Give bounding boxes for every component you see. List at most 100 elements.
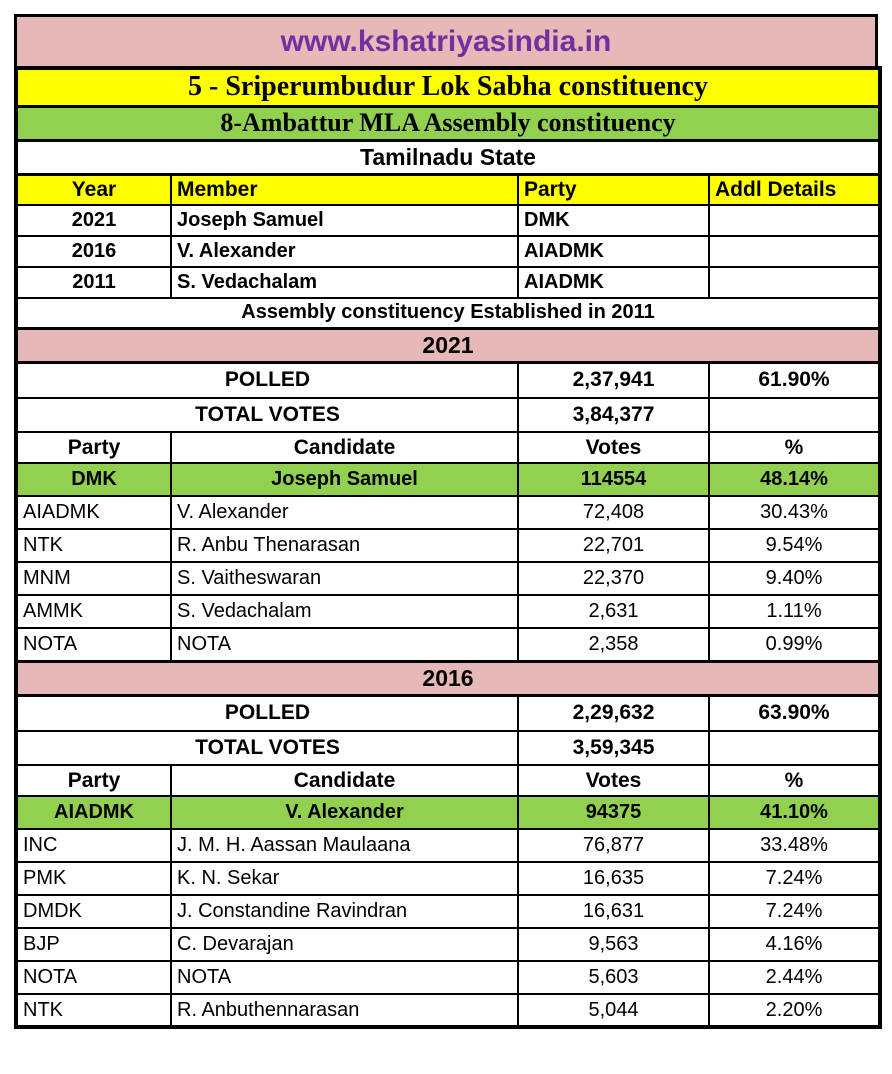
candidate-row: NOTA NOTA 2,358 0.99% — [15, 627, 881, 662]
party-cell: BJP — [15, 927, 172, 962]
votes-cell: 16,631 — [517, 894, 710, 929]
total-votes-row: TOTAL VOTES 3,84,377 — [15, 397, 881, 433]
election-year: 2016 — [15, 659, 881, 697]
votes-cell: 72,408 — [517, 495, 710, 530]
votes-cell: 5,044 — [517, 993, 710, 1028]
state-title: Tamilnadu State — [15, 139, 881, 176]
established-note: Assembly constituency Established in 201… — [15, 297, 881, 330]
candidate-row: DMDK J. Constandine Ravindran 16,631 7.2… — [15, 894, 881, 929]
election-year-row: 2021 — [15, 326, 881, 364]
header-votes: Votes — [517, 431, 710, 464]
lok-sabha-title: 5 - Sriperumbudur Lok Sabha constituency — [15, 67, 881, 108]
candidate-row: MNM S. Vaitheswaran 22,370 9.40% — [15, 561, 881, 596]
total-votes-row: TOTAL VOTES 3,59,345 — [15, 730, 881, 766]
election-year: 2021 — [15, 326, 881, 364]
party-cell: AMMK — [15, 594, 172, 629]
candidate-cell: K. N. Sekar — [170, 861, 519, 896]
party-cell: MNM — [15, 561, 172, 596]
party-cell: PMK — [15, 861, 172, 896]
candidate-cell: NOTA — [170, 960, 519, 995]
assembly-title-row: 8-Ambattur MLA Assembly constituency — [15, 105, 881, 142]
election-year-row: 2016 — [15, 659, 881, 697]
total-votes-value: 3,84,377 — [517, 397, 710, 433]
votes-cell: 94375 — [517, 795, 710, 830]
header-pct: % — [708, 764, 881, 797]
pct-cell: 2.44% — [708, 960, 881, 995]
candidate-cell: C. Devarajan — [170, 927, 519, 962]
votes-cell: 22,370 — [517, 561, 710, 596]
member-year-cell: 2021 — [15, 204, 172, 237]
party-cell: NOTA — [15, 960, 172, 995]
party-cell: DMK — [15, 462, 172, 497]
candidate-row: NTK R. Anbu Thenarasan 22,701 9.54% — [15, 528, 881, 563]
pct-cell: 48.14% — [708, 462, 881, 497]
members-header-party: Party — [517, 173, 710, 206]
votes-cell: 2,631 — [517, 594, 710, 629]
candidate-cell: Joseph Samuel — [170, 462, 519, 497]
assembly-title: 8-Ambattur MLA Assembly constituency — [15, 105, 881, 142]
votes-cell: 5,603 — [517, 960, 710, 995]
winner-row: DMK Joseph Samuel 114554 48.14% — [15, 462, 881, 497]
header-pct: % — [708, 431, 881, 464]
candidate-row: INC J. M. H. Aassan Maulaana 76,877 33.4… — [15, 828, 881, 863]
member-name-cell: S. Vedachalam — [170, 266, 519, 299]
votes-cell: 9,563 — [517, 927, 710, 962]
party-cell: NOTA — [15, 627, 172, 662]
member-name-cell: Joseph Samuel — [170, 204, 519, 237]
total-votes-pct-empty — [708, 397, 881, 433]
site-url: www.kshatriyasindia.in — [280, 24, 612, 58]
candidate-cell: R. Anbu Thenarasan — [170, 528, 519, 563]
member-row: 2021 Joseph Samuel DMK — [15, 204, 881, 237]
pct-cell: 4.16% — [708, 927, 881, 962]
page: www.kshatriyasindia.in 5 - Sriperumbudur… — [14, 14, 882, 1029]
candidate-row: NTK R. Anbuthennarasan 5,044 2.20% — [15, 993, 881, 1028]
candidate-cell: V. Alexander — [170, 795, 519, 830]
candidate-cell: R. Anbuthennarasan — [170, 993, 519, 1028]
polled-row: POLLED 2,37,941 61.90% — [15, 361, 881, 399]
votes-cell: 16,635 — [517, 861, 710, 896]
candidate-row: AIADMK V. Alexander 72,408 30.43% — [15, 495, 881, 530]
votes-cell: 76,877 — [517, 828, 710, 863]
header-votes: Votes — [517, 764, 710, 797]
member-year-cell: 2011 — [15, 266, 172, 299]
candidate-cell: S. Vaitheswaran — [170, 561, 519, 596]
polled-votes: 2,29,632 — [517, 694, 710, 732]
members-header-row: Year Member Party Addl Details — [15, 173, 881, 206]
polled-pct: 63.90% — [708, 694, 881, 732]
votes-cell: 2,358 — [517, 627, 710, 662]
polled-row: POLLED 2,29,632 63.90% — [15, 694, 881, 732]
header-party: Party — [15, 431, 172, 464]
member-addl-cell — [708, 235, 881, 268]
candidate-cell: V. Alexander — [170, 495, 519, 530]
members-header-addl: Addl Details — [708, 173, 881, 206]
header-candidate: Candidate — [170, 764, 519, 797]
pct-cell: 1.11% — [708, 594, 881, 629]
pct-cell: 0.99% — [708, 627, 881, 662]
polled-pct: 61.90% — [708, 361, 881, 399]
header-candidate: Candidate — [170, 431, 519, 464]
party-cell: AIADMK — [15, 495, 172, 530]
candidate-row: AMMK S. Vedachalam 2,631 1.11% — [15, 594, 881, 629]
candidate-cell: S. Vedachalam — [170, 594, 519, 629]
members-header-member: Member — [170, 173, 519, 206]
votes-cell: 22,701 — [517, 528, 710, 563]
total-votes-pct-empty — [708, 730, 881, 766]
candidate-cell: NOTA — [170, 627, 519, 662]
party-cell: NTK — [15, 993, 172, 1028]
polled-votes: 2,37,941 — [517, 361, 710, 399]
pct-cell: 2.20% — [708, 993, 881, 1028]
winner-row: AIADMK V. Alexander 94375 41.10% — [15, 795, 881, 830]
member-addl-cell — [708, 266, 881, 299]
party-cell: DMDK — [15, 894, 172, 929]
polled-label: POLLED — [15, 694, 519, 732]
party-cell: INC — [15, 828, 172, 863]
candidates-header-row: Party Candidate Votes % — [15, 431, 881, 464]
party-cell: NTK — [15, 528, 172, 563]
member-year-cell: 2016 — [15, 235, 172, 268]
candidate-cell: J. Constandine Ravindran — [170, 894, 519, 929]
pct-cell: 7.24% — [708, 894, 881, 929]
member-party-cell: DMK — [517, 204, 710, 237]
constituency-table: 5 - Sriperumbudur Lok Sabha constituency… — [14, 66, 882, 1029]
candidate-cell: J. M. H. Aassan Maulaana — [170, 828, 519, 863]
candidate-row: PMK K. N. Sekar 16,635 7.24% — [15, 861, 881, 896]
